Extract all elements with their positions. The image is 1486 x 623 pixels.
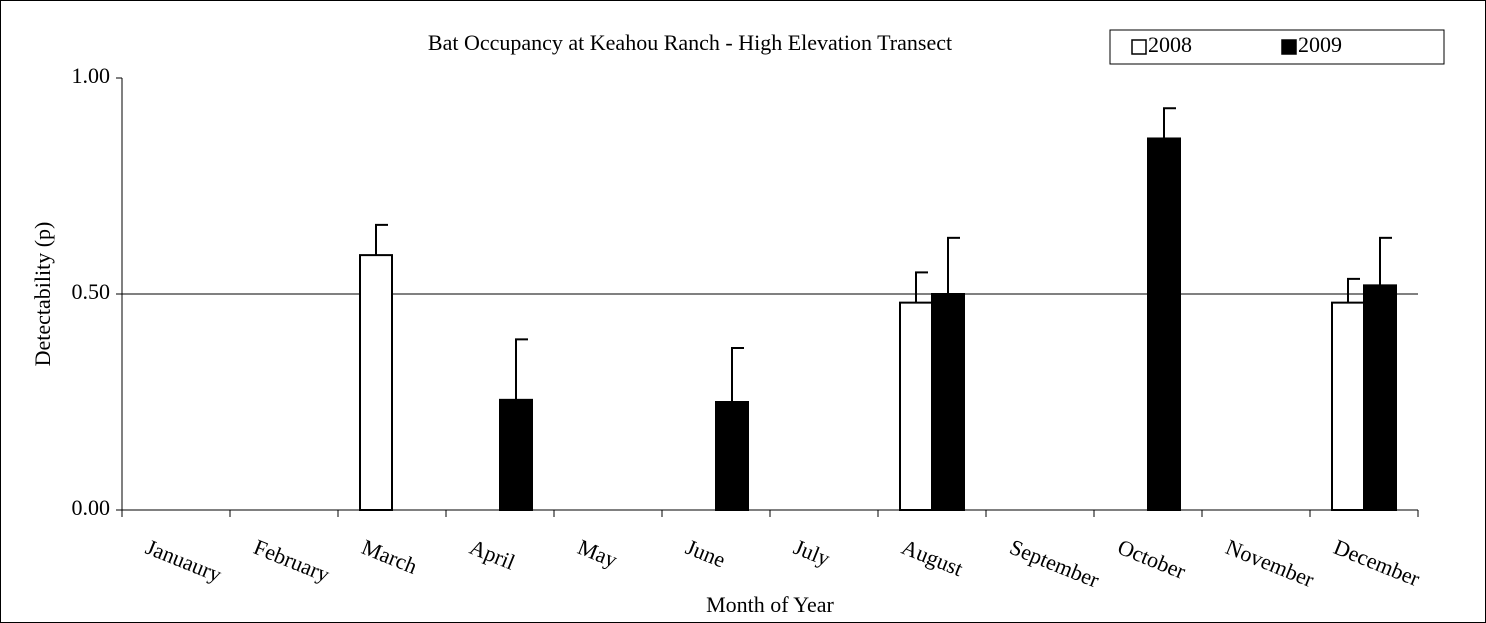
x-axis-label: Month of Year <box>706 592 834 617</box>
bar <box>1147 137 1181 511</box>
bar <box>1331 301 1365 512</box>
y-tick-label: 0.00 <box>72 495 111 520</box>
legend-swatch <box>1131 39 1147 55</box>
bar <box>931 293 965 511</box>
y-tick-label: 0.50 <box>72 279 111 304</box>
bar <box>499 398 533 511</box>
chart-title: Bat Occupancy at Keahou Ranch - High Ele… <box>428 30 952 55</box>
bar <box>1363 284 1397 511</box>
y-tick-label: 1.00 <box>72 63 111 88</box>
bar <box>899 301 933 512</box>
y-axis-label: Detectability (p) <box>30 222 55 367</box>
legend-swatch <box>1281 39 1297 55</box>
legend-box <box>1109 29 1445 65</box>
legend-label: 2008 <box>1148 32 1192 57</box>
bar <box>359 254 393 511</box>
legend-label: 2009 <box>1298 32 1342 57</box>
bar <box>715 401 749 511</box>
